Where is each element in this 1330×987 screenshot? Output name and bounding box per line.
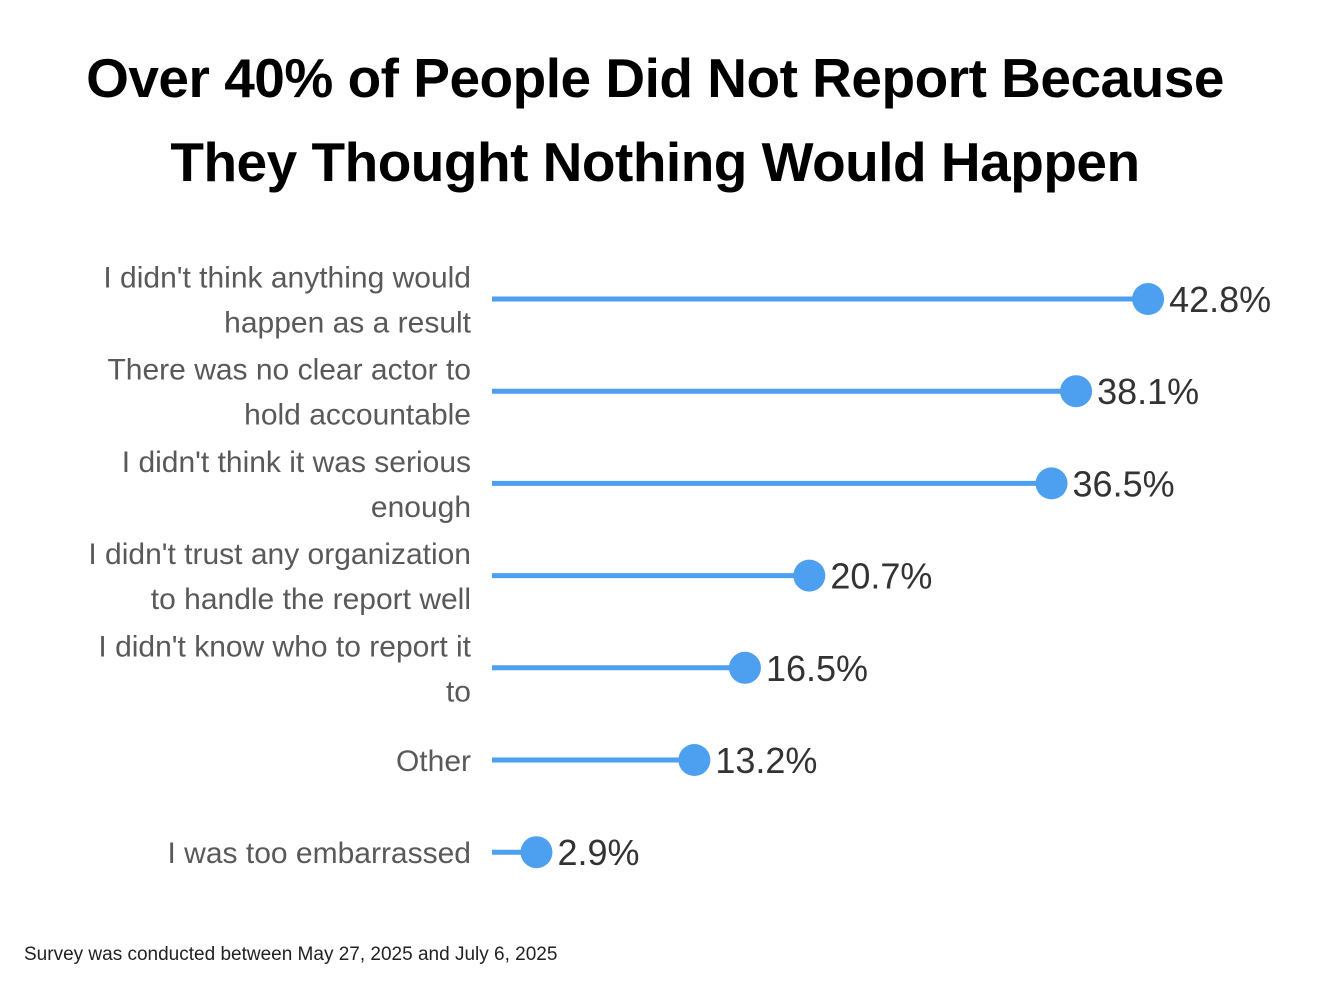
category-label: There was no clear actor to [107,354,471,387]
category-label: to [446,675,471,708]
lollipop-row: 42.8% I didn't think anything would happen… [103,262,1271,340]
category-label: I was too embarrassed [168,837,471,870]
footnote: Survey was conducted between May 27, 202… [24,944,558,965]
lollipop-dot [728,651,761,684]
value-label: 36.5% [1073,463,1175,504]
lollipop-dot [520,836,553,869]
value-label: 20.7% [830,556,932,597]
category-label: to handle the report well [151,583,471,616]
lollipop-dot [793,559,826,592]
category-label: happen as a result [224,307,472,340]
category-label: hold accountable [244,399,471,432]
lollipop-dot [1060,375,1093,408]
lollipop-row: 38.1% There was no clear actor to hold acc… [107,354,1199,432]
value-label: 2.9% [557,832,639,873]
category-label: I didn't think it was serious [122,446,471,479]
lollipop-row: 16.5% I didn't know who to report it to [98,630,868,708]
category-label: Other [396,745,471,778]
lollipop-row: 36.5% I didn't think it was serious enough [122,446,1175,524]
chart-title-line-2: They Thought Nothing Would Happen [170,131,1140,193]
value-label: 13.2% [715,740,817,781]
lollipop-row: 13.2% Other [396,740,817,781]
lollipop-dot [678,744,711,776]
category-label: I didn't think anything would [103,262,471,295]
category-label: I didn't trust any organization [88,538,471,571]
value-label: 16.5% [766,648,868,689]
chart-title: Over 40% of People Did Not Report Becaus… [0,36,1310,204]
value-label: 42.8% [1169,279,1271,320]
lollipop-row: 2.9% I was too embarrassed [168,832,640,873]
lollipop-row: 20.7% I didn't trust any organization to h… [88,538,932,616]
lollipop-dot [1132,283,1165,315]
value-label: 38.1% [1097,371,1199,412]
category-label: I didn't know who to report it [98,630,471,663]
category-label: enough [371,491,471,524]
chart-title-line-1: Over 40% of People Did Not Report Becaus… [86,47,1224,109]
lollipop-dot [1035,467,1068,500]
